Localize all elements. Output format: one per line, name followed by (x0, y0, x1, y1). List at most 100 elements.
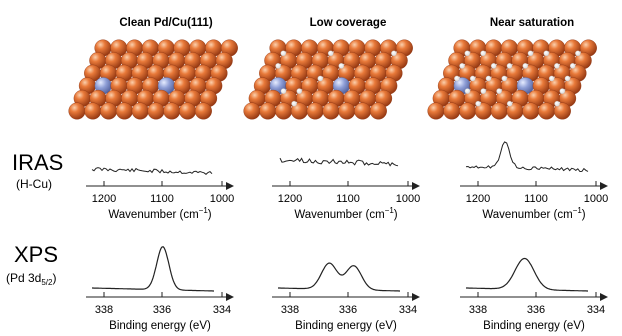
xps-tick-label: 336 (153, 304, 171, 316)
h-atom (506, 63, 513, 69)
panel-title-low: Low coverage (310, 17, 387, 29)
h-atom (338, 63, 345, 69)
cu-atom (68, 102, 86, 120)
xps-tick-label: 338 (281, 304, 299, 316)
cu-atom (243, 102, 261, 120)
iras-spectrum-trace (465, 141, 589, 173)
h-atom (391, 50, 397, 57)
panel-title-clean: Clean Pd/Cu(111) (119, 17, 212, 29)
cu-atom (115, 102, 133, 120)
iras-tick-label: 1100 (150, 193, 174, 205)
cu-atom (369, 102, 387, 120)
xps-row-subtitle: (Pd 3d5/2) (6, 271, 56, 287)
xps-xlabel: Binding energy (eV) (295, 320, 397, 332)
h-atom (280, 88, 287, 94)
cu-atom (522, 102, 540, 120)
xps-tick-label: 338 (95, 304, 113, 316)
h-atom (569, 63, 576, 69)
iras-tick-label: 1200 (92, 193, 116, 205)
iras-axis-arrow (600, 182, 608, 190)
xps-tick-label: 338 (469, 304, 487, 316)
h-atom (280, 50, 287, 57)
h-atom (327, 50, 334, 57)
cu-atom (490, 102, 508, 120)
cu-atom (338, 102, 356, 120)
iras-tick-label: 1100 (336, 193, 360, 205)
xps-tick-label: 336 (339, 304, 357, 316)
h-atom (490, 63, 497, 69)
iras-row-title: IRAS (12, 150, 63, 175)
h-atom (296, 88, 303, 94)
cu-atom (84, 102, 102, 120)
h-atom (554, 100, 560, 107)
h-atom (480, 88, 487, 94)
iras-tick-label: 1100 (524, 193, 548, 205)
iras-xlabel: Wavenumber (cm−1) (294, 206, 397, 221)
cu-atom (306, 102, 324, 120)
cu-atom (443, 102, 461, 120)
h-atom (475, 100, 481, 107)
surface-model-near-saturation (427, 39, 597, 120)
cu-atom (322, 102, 340, 120)
h-atom (464, 50, 471, 57)
h-atom (527, 50, 534, 57)
h-atom (564, 75, 571, 82)
xps-tick-label: 334 (587, 304, 605, 316)
h-atom (485, 75, 492, 82)
cu-atom (275, 102, 293, 120)
iras-spectrum-trace (91, 167, 213, 175)
panel-title-high: Near saturation (490, 17, 574, 29)
h-atom (291, 100, 297, 107)
cu-atom (100, 102, 118, 120)
cu-atom (553, 102, 571, 120)
h-atom (275, 63, 281, 69)
xps-axis-arrow (600, 293, 608, 301)
cu-atom (459, 102, 477, 120)
xps-tick-label: 336 (527, 304, 545, 316)
h-atom (522, 63, 529, 69)
iras-tick-label: 1200 (466, 193, 490, 205)
cu-atom (354, 102, 372, 120)
xps-subtitle-main: (Pd 3d (6, 271, 41, 285)
xps-spectrum-trace (278, 262, 400, 292)
h-atom (459, 63, 465, 69)
xps-spectrum-trace (92, 246, 214, 292)
cu-atom (538, 102, 556, 120)
h-atom (464, 88, 471, 94)
cu-atom (194, 102, 212, 120)
xps-tick-label: 334 (213, 304, 231, 316)
iras-tick-label: 1000 (396, 193, 420, 205)
xps-xlabel: Binding energy (eV) (109, 320, 211, 332)
h-atom (469, 75, 476, 82)
h-atom (480, 50, 486, 57)
h-atom (454, 75, 460, 82)
cu-atom (131, 102, 149, 120)
xps-tick-label: 334 (399, 304, 417, 316)
xps-row-title: XPS (14, 242, 58, 267)
h-atom (543, 50, 550, 57)
iras-axis-arrow (412, 182, 420, 190)
iras-tick-label: 1000 (584, 193, 608, 205)
xps-subtitle-end: ) (52, 271, 56, 285)
cu-atom (427, 102, 445, 120)
iras-tick-label: 1200 (278, 193, 302, 205)
iras-row-subtitle: (H-Cu) (16, 177, 52, 191)
h-atom (317, 75, 324, 82)
h-atom (506, 100, 513, 107)
surface-model-low-coverage (243, 39, 413, 120)
iras-tick-label: 1000 (210, 193, 234, 205)
h-atom (548, 75, 555, 82)
iras-spectrum-trace (279, 157, 399, 167)
xps-spectrum-trace (466, 257, 588, 292)
h-atom (496, 88, 502, 94)
cu-atom (259, 102, 277, 120)
cu-atom (163, 102, 181, 120)
iras-xlabel: Wavenumber (cm−1) (482, 206, 585, 221)
h-atom (575, 50, 581, 57)
cu-atom (179, 102, 197, 120)
xps-subtitle-sub: 5/2 (41, 278, 53, 287)
iras-axis-arrow (226, 182, 234, 190)
xps-axis-arrow (412, 293, 420, 301)
